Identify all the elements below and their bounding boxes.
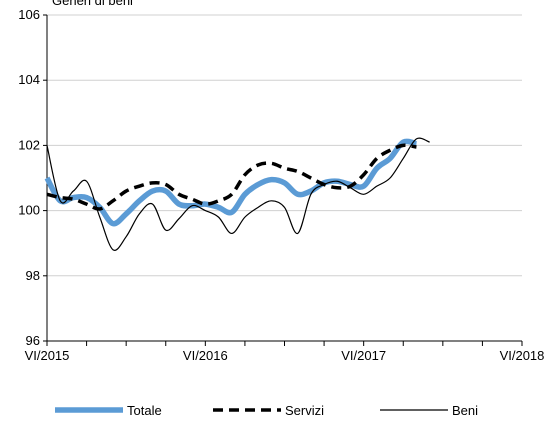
y-tick-label-102: 102: [18, 137, 40, 152]
axes: 96 98 100 102 104 106 VI/2015 VI/2016 VI/2017 VI/…: [18, 7, 544, 363]
x-tick-label-VI/2018: VI/2018: [500, 348, 545, 363]
y-tick-label-96: 96: [26, 333, 40, 348]
x-tick-label-VI/2015: VI/2015: [25, 348, 70, 363]
grid-lines: [47, 14, 522, 277]
legend-label-servizi: Servizi: [285, 403, 324, 418]
y-tick-label-100: 100: [18, 203, 40, 218]
y-tick-label-104: 104: [18, 72, 40, 87]
y-tick-label-98: 98: [26, 268, 40, 283]
chart-title: Generi di beni: [52, 0, 133, 8]
series-line-totale: [44, 138, 418, 227]
y-tick-label-106: 106: [18, 7, 40, 22]
x-tick-label-VI/2016: VI/2016: [183, 348, 228, 363]
legend: Totale Servizi Beni: [55, 403, 478, 418]
series-lines: [44, 137, 430, 251]
series-line-beni: [46, 137, 430, 251]
series-line-servizi: [46, 143, 417, 211]
legend-label-totale: Totale: [127, 403, 162, 418]
legend-label-beni: Beni: [452, 403, 478, 418]
x-tick-label-VI/2017: VI/2017: [341, 348, 386, 363]
